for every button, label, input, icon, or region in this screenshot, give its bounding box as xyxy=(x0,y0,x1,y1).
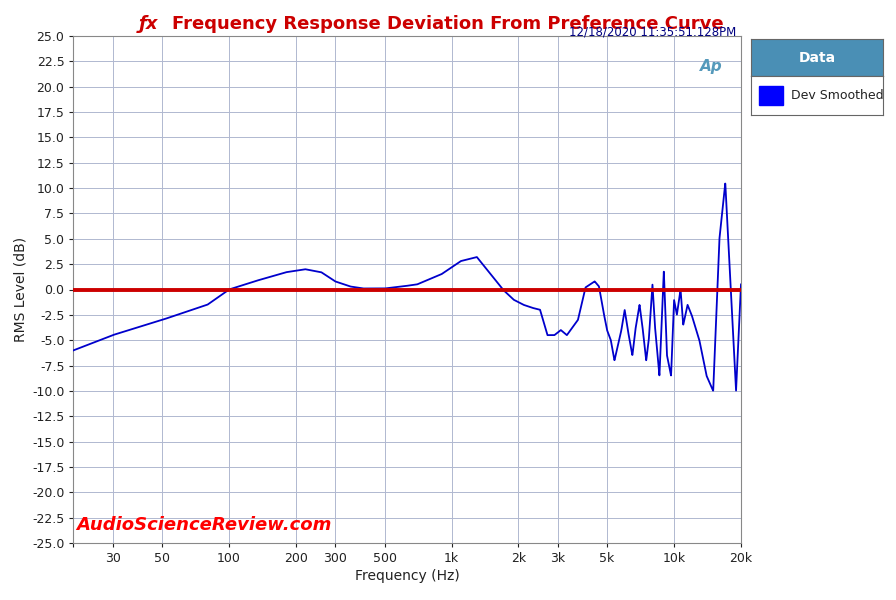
Text: AudioScienceReview.com: AudioScienceReview.com xyxy=(76,516,332,534)
Text: Frequency Response Deviation From Preference Curve: Frequency Response Deviation From Prefer… xyxy=(172,15,724,33)
Text: Data: Data xyxy=(798,50,836,65)
Text: 12/18/2020 11:35:51.128PM: 12/18/2020 11:35:51.128PM xyxy=(569,25,737,38)
Bar xyxy=(759,86,783,106)
Text: Dev Smoothed: Dev Smoothed xyxy=(790,89,883,102)
Y-axis label: RMS Level (dB): RMS Level (dB) xyxy=(14,237,28,342)
X-axis label: Frequency (Hz): Frequency (Hz) xyxy=(355,569,460,583)
Text: Aр: Aр xyxy=(700,59,722,74)
Text: ƒx: ƒx xyxy=(139,15,159,33)
